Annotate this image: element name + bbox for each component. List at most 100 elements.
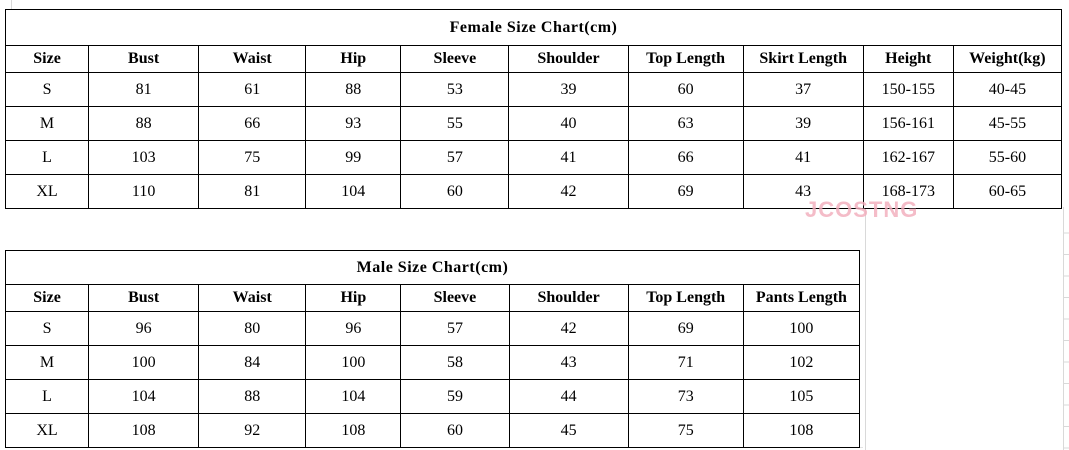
column-header: Hip [305, 284, 402, 312]
column-header: Bust [88, 284, 200, 312]
gridline-fragment [1064, 212, 1069, 450]
table-cell: 60 [400, 413, 510, 448]
male-size-table: Male Size Chart(cm) Size Bust Waist Hip … [4, 250, 861, 448]
table-cell: 93 [305, 106, 402, 141]
table-cell: 41 [508, 140, 629, 175]
table-row: S 96 80 96 57 42 69 100 [4, 311, 861, 346]
table-cell: 75 [627, 413, 744, 448]
table-cell: 57 [400, 140, 510, 175]
male-chart-title: Male Size Chart(cm) [5, 250, 860, 285]
table-cell: 63 [627, 106, 744, 141]
table-cell: 45-55 [952, 106, 1063, 141]
table-cell: 88 [198, 379, 307, 414]
column-header: Hip [305, 45, 402, 73]
table-cell: 53 [400, 72, 510, 107]
table-cell: 45 [508, 413, 629, 448]
column-header: Sleeve [400, 45, 510, 73]
size-cell: S [4, 72, 90, 107]
column-header: Waist [198, 284, 307, 312]
size-cell: M [4, 106, 90, 141]
table-row: M 88 66 93 55 40 63 39 156-161 45-55 [4, 106, 1063, 141]
table-cell: 80 [198, 311, 307, 346]
table-cell: 84 [198, 345, 307, 380]
table-cell: 150-155 [862, 72, 954, 107]
column-header: Top Length [627, 284, 744, 312]
table-cell: 100 [305, 345, 402, 380]
table-cell: 96 [305, 311, 402, 346]
column-header: Waist [198, 45, 307, 73]
table-cell: 108 [88, 413, 200, 448]
table-cell: 60-65 [952, 174, 1063, 209]
table-cell: 59 [400, 379, 510, 414]
column-header: Top Length [627, 45, 744, 73]
table-cell: 103 [88, 140, 200, 175]
column-header: Height [862, 45, 954, 73]
table-cell: 71 [627, 345, 744, 380]
table-cell: 96 [88, 311, 200, 346]
female-size-table: Female Size Chart(cm) Size Bust Waist Hi… [4, 9, 1063, 209]
table-cell: 43 [742, 174, 864, 209]
table-cell: 42 [508, 174, 629, 209]
table-cell: 55-60 [952, 140, 1063, 175]
table-cell: 104 [88, 379, 200, 414]
table-cell: 61 [198, 72, 307, 107]
table-cell: 40 [508, 106, 629, 141]
table-cell: 41 [742, 140, 864, 175]
table-cell: 66 [627, 140, 744, 175]
table-cell: 42 [508, 311, 629, 346]
gridline-fragment [11, 0, 12, 9]
table-row: XL 110 81 104 60 42 69 43 168-173 60-65 [4, 174, 1063, 209]
gridline-fragment [865, 207, 866, 450]
table-cell: 69 [627, 174, 744, 209]
table-row: L 103 75 99 57 41 66 41 162-167 55-60 [4, 140, 1063, 175]
female-chart-title: Female Size Chart(cm) [5, 9, 1062, 46]
table-cell: 104 [305, 379, 402, 414]
column-header: Size [4, 45, 90, 73]
table-cell: 88 [305, 72, 402, 107]
table-row: XL 108 92 108 60 45 75 108 [4, 413, 861, 448]
table-cell: 92 [198, 413, 307, 448]
table-cell: 81 [88, 72, 200, 107]
table-cell: 58 [400, 345, 510, 380]
table-cell: 110 [88, 174, 200, 209]
table-cell: 60 [400, 174, 510, 209]
column-header: Sleeve [400, 284, 510, 312]
table-cell: 55 [400, 106, 510, 141]
size-cell: XL [4, 413, 90, 448]
table-cell: 81 [198, 174, 307, 209]
table-cell: 39 [742, 106, 864, 141]
table-cell: 73 [627, 379, 744, 414]
size-cell: S [4, 311, 90, 346]
table-cell: 39 [508, 72, 629, 107]
column-header: Shoulder [508, 284, 629, 312]
column-header: Size [4, 284, 90, 312]
column-header: Weight(kg) [952, 45, 1063, 73]
table-cell: 105 [742, 379, 861, 414]
table-row: L 104 88 104 59 44 73 105 [4, 379, 861, 414]
table-cell: 100 [742, 311, 861, 346]
table-cell: 44 [508, 379, 629, 414]
table-cell: 104 [305, 174, 402, 209]
size-cell: XL [4, 174, 90, 209]
table-cell: 66 [198, 106, 307, 141]
table-cell: 37 [742, 72, 864, 107]
size-cell: L [4, 379, 90, 414]
table-cell: 69 [627, 311, 744, 346]
table-cell: 43 [508, 345, 629, 380]
table-cell: 162-167 [862, 140, 954, 175]
size-cell: L [4, 140, 90, 175]
column-header: Bust [88, 45, 200, 73]
table-cell: 88 [88, 106, 200, 141]
table-cell: 108 [742, 413, 861, 448]
table-cell: 156-161 [862, 106, 954, 141]
size-cell: M [4, 345, 90, 380]
column-header: Skirt Length [742, 45, 864, 73]
table-cell: 99 [305, 140, 402, 175]
table-cell: 75 [198, 140, 307, 175]
table-cell: 168-173 [862, 174, 954, 209]
gridline-fragment [1063, 207, 1064, 450]
table-row: M 100 84 100 58 43 71 102 [4, 345, 861, 380]
table-cell: 57 [400, 311, 510, 346]
column-header: Shoulder [508, 45, 629, 73]
column-header: Pants Length [742, 284, 861, 312]
